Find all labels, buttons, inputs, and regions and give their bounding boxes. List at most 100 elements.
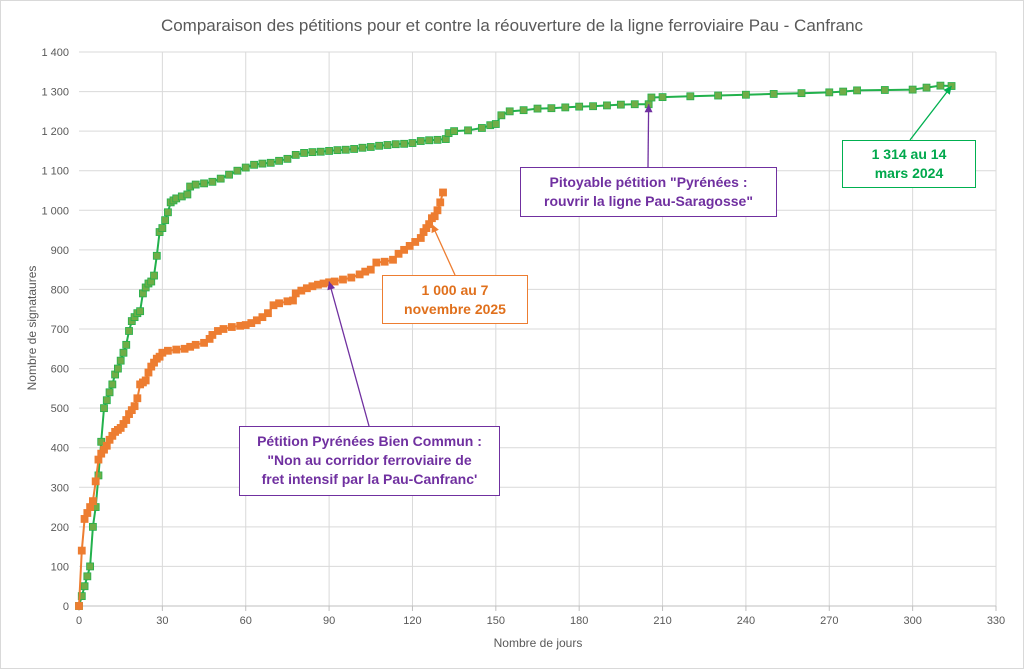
data-point bbox=[275, 156, 283, 165]
annotation-arrowhead bbox=[327, 281, 336, 291]
annotation-box-pyrenees-saragosse: Pitoyable pétition "Pyrénées : rouvrir l… bbox=[520, 167, 777, 217]
data-point bbox=[200, 179, 208, 188]
data-point bbox=[908, 85, 917, 94]
data-point bbox=[922, 83, 931, 92]
data-point bbox=[408, 139, 417, 147]
data-point bbox=[105, 388, 114, 397]
data-point bbox=[400, 139, 409, 148]
data-point bbox=[491, 120, 500, 128]
chart-title: Comparaison des pétitions pour et contre… bbox=[161, 16, 864, 35]
data-point bbox=[380, 257, 389, 266]
data-point bbox=[75, 602, 83, 610]
data-point bbox=[86, 562, 95, 571]
series bbox=[75, 81, 956, 610]
data-point bbox=[825, 88, 834, 97]
data-point bbox=[742, 90, 750, 99]
data-point bbox=[83, 572, 92, 581]
data-point bbox=[308, 148, 317, 157]
x-tick-label: 180 bbox=[570, 615, 588, 627]
series-1 bbox=[75, 188, 447, 610]
data-point bbox=[289, 296, 297, 305]
data-point bbox=[172, 345, 181, 354]
data-point bbox=[630, 100, 639, 109]
y-tick-label: 200 bbox=[51, 522, 69, 534]
data-point bbox=[400, 245, 409, 254]
data-point bbox=[158, 224, 167, 232]
data-point bbox=[219, 325, 228, 333]
data-point bbox=[100, 404, 108, 413]
annotation-box-green-total: 1 314 au 14 mars 2024 bbox=[842, 140, 976, 188]
x-tick-label: 150 bbox=[487, 615, 505, 627]
x-tick-label: 90 bbox=[323, 615, 335, 627]
data-point bbox=[114, 364, 122, 373]
data-point bbox=[258, 159, 267, 168]
data-point bbox=[394, 249, 403, 258]
data-point bbox=[391, 140, 400, 149]
annotation-arrow bbox=[431, 223, 456, 276]
annotation-arrow bbox=[328, 281, 370, 427]
x-tick-label: 0 bbox=[76, 615, 82, 627]
data-point bbox=[225, 170, 233, 179]
data-point bbox=[853, 86, 861, 95]
data-point bbox=[433, 135, 442, 144]
annotation-line: rouvrir la ligne Pau-Saragosse" bbox=[544, 193, 753, 209]
data-point bbox=[77, 592, 86, 601]
annotation-arrowhead bbox=[644, 104, 653, 113]
data-point bbox=[183, 190, 192, 199]
annotation-arrowhead bbox=[943, 86, 952, 95]
y-tick-label: 400 bbox=[51, 443, 69, 455]
annotation-line: Pitoyable pétition "Pyrénées : bbox=[549, 174, 748, 190]
data-point bbox=[350, 145, 359, 153]
data-point bbox=[411, 238, 420, 246]
x-tick-label: 270 bbox=[820, 615, 838, 627]
x-tick-label: 210 bbox=[653, 615, 671, 627]
data-point bbox=[519, 106, 528, 115]
data-point bbox=[283, 154, 292, 163]
data-point bbox=[339, 275, 347, 284]
data-point bbox=[258, 313, 267, 322]
data-point bbox=[330, 277, 339, 286]
data-point bbox=[686, 92, 695, 101]
data-point bbox=[77, 546, 86, 555]
x-axis-label: Nombre de jours bbox=[494, 636, 583, 650]
data-point bbox=[161, 216, 170, 225]
data-point bbox=[97, 437, 106, 446]
data-point bbox=[436, 198, 445, 207]
data-point bbox=[208, 331, 217, 339]
series-0 bbox=[75, 81, 956, 610]
data-point bbox=[366, 265, 375, 274]
data-point bbox=[250, 160, 258, 169]
data-point bbox=[164, 346, 172, 355]
data-point bbox=[191, 340, 200, 349]
y-tick-label: 1 300 bbox=[41, 87, 69, 99]
annotation-line: novembre 2025 bbox=[404, 301, 506, 317]
data-point bbox=[150, 271, 158, 280]
data-point bbox=[227, 323, 236, 331]
data-point bbox=[300, 149, 308, 157]
y-tick-label: 300 bbox=[51, 482, 69, 494]
y-tick-label: 600 bbox=[51, 364, 69, 376]
annotation-arrowhead bbox=[431, 224, 439, 234]
data-point bbox=[264, 309, 272, 318]
data-point bbox=[347, 273, 356, 282]
data-point bbox=[589, 102, 597, 111]
data-point bbox=[478, 124, 486, 132]
annotation-line: fret intensif par la Pau-Canfranc' bbox=[261, 471, 478, 487]
data-point bbox=[425, 136, 434, 145]
data-point bbox=[464, 126, 472, 135]
data-point bbox=[275, 299, 283, 308]
data-point bbox=[125, 327, 133, 335]
x-tick-label: 120 bbox=[403, 615, 421, 627]
data-point bbox=[91, 477, 100, 486]
data-point bbox=[375, 141, 384, 150]
annotation-line: mars 2024 bbox=[874, 165, 944, 181]
data-point bbox=[416, 137, 425, 145]
y-tick-label: 800 bbox=[51, 284, 69, 296]
x-tick-label: 60 bbox=[240, 615, 252, 627]
data-point bbox=[561, 103, 570, 112]
data-point bbox=[316, 147, 325, 156]
data-point bbox=[122, 340, 131, 349]
series-line bbox=[78, 84, 952, 607]
data-point bbox=[216, 174, 225, 183]
data-point bbox=[141, 376, 150, 385]
